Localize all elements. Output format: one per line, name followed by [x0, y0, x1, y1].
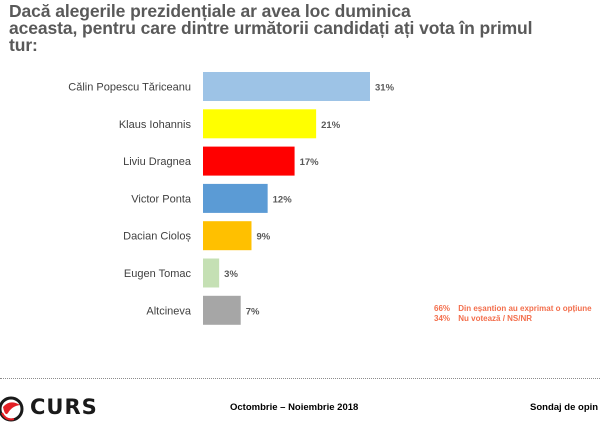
bar-chart: Călin Popescu Tăriceanu 31% Klaus Iohannis…: [68, 72, 395, 325]
note-pct: 34%: [434, 314, 451, 323]
value-label: 31%: [375, 83, 395, 94]
survey-period: Octombrie – Noiembrie 2018: [230, 402, 359, 413]
title-line-3: tur:: [9, 35, 38, 55]
category-label: Liviu Dragnea: [123, 156, 192, 168]
category-label: Klaus Iohannis: [119, 119, 192, 131]
note-text: Din eșantion au exprimat o opțiune: [458, 304, 592, 313]
bar-altcineva: [203, 295, 241, 325]
category-label: Eugen Tomac: [124, 268, 192, 280]
chart-title: Dacă alegerile prezidențiale ar avea loc…: [9, 1, 569, 55]
title-line-1: Dacă alegerile prezidențiale ar avea loc…: [9, 1, 411, 21]
survey-type: Sondaj de opin: [530, 402, 599, 413]
note-pct: 66%: [434, 304, 451, 313]
note-expressed-option: 66% Din eșantion au exprimat o opțiune: [434, 304, 592, 313]
bar-victor-ponta: [203, 183, 268, 213]
value-label: 21%: [321, 120, 341, 131]
bar-calin-popescu-tariceanu: [203, 72, 370, 101]
bar-liviu-dragnea: [203, 146, 295, 176]
note-text: Nu votează / NS/NR: [458, 314, 533, 323]
value-label: 7%: [246, 306, 260, 317]
category-label: Victor Ponta: [131, 193, 192, 205]
brand-name: CURS: [30, 395, 98, 419]
value-label: 17%: [300, 157, 320, 168]
bar-dacian-ciolos: [203, 221, 252, 251]
note-not-voting: 34% Nu votează / NS/NR: [434, 314, 532, 323]
value-label: 12%: [273, 194, 293, 205]
title-line-2: aceasta, pentru care dintre următorii ca…: [9, 18, 533, 38]
bar-klaus-iohannis: [203, 109, 317, 139]
category-label: Altcineva: [146, 305, 192, 317]
curs-logo-icon: [0, 396, 24, 422]
category-label: Dacian Cioloș: [123, 231, 191, 243]
category-label: Călin Popescu Tăriceanu: [68, 82, 191, 94]
footer-divider: [0, 378, 600, 379]
value-label: 3%: [224, 269, 238, 280]
value-label: 9%: [256, 232, 270, 243]
bar-eugen-tomac: [203, 258, 220, 288]
